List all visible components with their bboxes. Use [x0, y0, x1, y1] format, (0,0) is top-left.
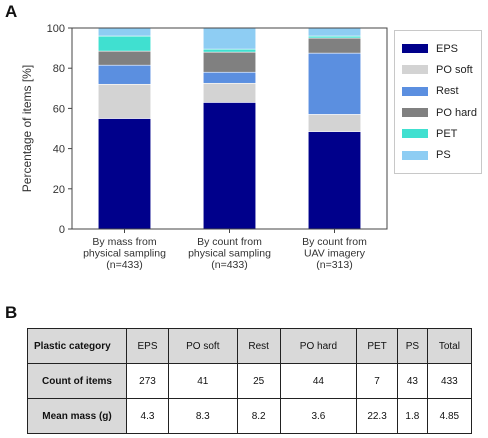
table-cell: 43 — [397, 363, 428, 399]
y-tick-label: 40 — [53, 144, 65, 156]
legend-label: PS — [436, 149, 451, 162]
x-tick-label: physical sampling — [83, 248, 166, 260]
bar-segment-pet — [97, 35, 152, 52]
table-header-cell: Plastic category — [27, 328, 127, 364]
bar-segment-po-hard — [97, 50, 152, 66]
legend-item: PO soft — [402, 59, 481, 80]
table-header-cell: Total — [426, 328, 473, 364]
legend-item: EPS — [402, 38, 481, 59]
table-cell: 44 — [279, 363, 358, 399]
x-tick-label: physical sampling — [188, 248, 271, 260]
table-cell: 3.6 — [279, 398, 358, 434]
table-header-cell: PS — [397, 328, 428, 364]
bar-segment-rest — [307, 52, 362, 115]
bar-segment-po-hard — [202, 51, 257, 73]
table-header-cell: EPS — [126, 328, 169, 364]
table-cell: 273 — [126, 363, 169, 399]
table-header-cell: PO soft — [167, 328, 238, 364]
plot-frame — [71, 27, 388, 230]
table-cell: 7 — [356, 363, 398, 399]
bar-segment-pet — [202, 48, 257, 53]
x-tick-label: By count from — [302, 236, 367, 248]
y-tick-label: 100 — [47, 23, 65, 35]
table-cell: 4.3 — [126, 398, 169, 434]
table-row: Mean mass (g) 4.3 8.3 8.2 3.6 22.3 1.8 4… — [27, 398, 473, 434]
legend-swatch — [402, 65, 428, 75]
bar-segment-po-soft — [97, 83, 152, 119]
table-header-row: Plastic category EPS PO soft Rest PO har… — [27, 328, 473, 364]
legend-item: PET — [402, 123, 481, 144]
legend-swatch — [402, 86, 428, 96]
table-cell: 4.85 — [426, 398, 473, 434]
legend-label: PO soft — [436, 63, 473, 76]
bar-segment-po-hard — [307, 37, 362, 54]
table-cell: 22.3 — [356, 398, 398, 434]
x-tick-label: By count from — [197, 236, 262, 248]
bar-segment-ps — [97, 27, 152, 37]
table-header-cell: Rest — [236, 328, 281, 364]
y-tick-label: 20 — [53, 184, 65, 196]
x-tick-label: (n=313) — [316, 259, 352, 271]
y-axis-label: Percentage of items [%] — [20, 65, 34, 192]
bar-segment-ps — [307, 27, 362, 37]
legend-label: PET — [436, 127, 458, 140]
legend-item: PO hard — [402, 102, 481, 123]
legend-label: PO hard — [436, 106, 477, 119]
table-cell: 25 — [236, 363, 281, 399]
x-tick-label: By mass from — [92, 236, 156, 248]
panel-a-label: A — [5, 2, 18, 21]
legend-swatch — [402, 150, 428, 160]
legend-label: Rest — [436, 85, 459, 98]
plastic-category-table: Plastic category EPS PO soft Rest PO har… — [27, 328, 473, 434]
x-tick-label: (n=433) — [211, 259, 247, 271]
table-cell: 1.8 — [397, 398, 428, 434]
table-cell: 8.2 — [236, 398, 281, 434]
bar-segment-rest — [202, 71, 257, 84]
table-header-cell: PO hard — [279, 328, 358, 364]
legend-swatch — [402, 44, 428, 54]
bar-segment-po-soft — [307, 114, 362, 132]
table-cell: 8.3 — [167, 398, 238, 434]
y-tick-label: 60 — [53, 103, 65, 115]
y-tick-label: 80 — [53, 63, 65, 75]
y-tick-label: 0 — [59, 224, 65, 236]
x-tick-label: (n=433) — [106, 259, 142, 271]
table-row-label: Mean mass (g) — [27, 398, 127, 434]
table-cell: 41 — [167, 363, 238, 399]
table-header-cell: PET — [356, 328, 398, 364]
legend-label: EPS — [436, 42, 459, 55]
bar-segment-eps — [202, 102, 257, 230]
legend-swatch — [402, 108, 428, 118]
table-row: Count of items 273 41 25 44 7 43 433 — [27, 363, 473, 399]
stacked-bar-chart: 0 20 40 60 80 100 Percentage of items [%] By ma… — [20, 23, 388, 271]
x-tick-label: UAV imagery — [304, 248, 366, 260]
bar-segment-pet — [307, 35, 362, 39]
bar-segment-po-soft — [202, 82, 257, 103]
table-row-label: Count of items — [27, 363, 127, 399]
legend-item: Rest — [402, 81, 481, 102]
bar-segment-ps — [202, 27, 257, 50]
bar-segment-rest — [97, 64, 152, 85]
table-cell: 433 — [426, 363, 473, 399]
panel-b-label: B — [5, 303, 18, 322]
legend-item: PS — [402, 144, 481, 165]
chart-legend: EPS PO soft Rest PO hard PET PS — [394, 30, 482, 174]
bar-segment-eps — [97, 118, 152, 230]
bar-segment-eps — [307, 131, 362, 230]
legend-swatch — [402, 129, 428, 139]
